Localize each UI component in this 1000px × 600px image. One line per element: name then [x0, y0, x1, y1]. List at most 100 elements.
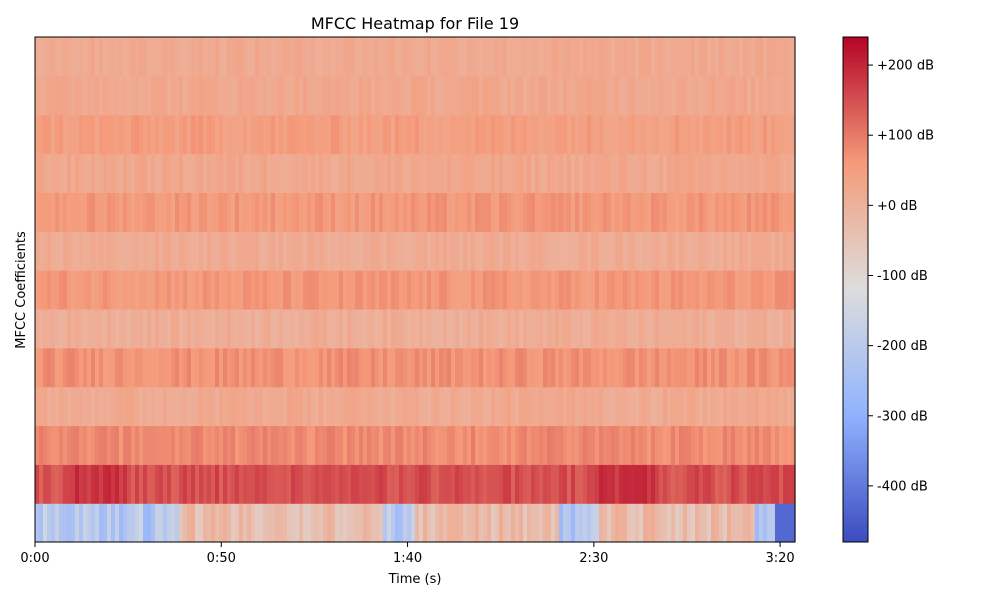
heatmap-cell: [783, 503, 788, 543]
heatmap-cell: [487, 347, 492, 388]
heatmap-cell: [551, 308, 556, 349]
heatmap-cell: [763, 270, 768, 310]
heatmap-cell: [579, 192, 584, 232]
heatmap-cell: [475, 37, 480, 77]
heatmap-cell: [675, 464, 680, 504]
heatmap-cell: [87, 75, 92, 116]
heatmap-cell: [531, 503, 536, 543]
heatmap-cell: [507, 153, 512, 193]
heatmap-cell: [255, 464, 260, 504]
heatmap-cell: [379, 37, 384, 77]
heatmap-cell: [483, 308, 488, 349]
heatmap-cell: [739, 153, 744, 193]
heatmap-cell: [87, 464, 92, 504]
heatmap-cell: [487, 75, 492, 116]
heatmap-cell: [527, 192, 532, 232]
heatmap-cell: [675, 386, 680, 427]
heatmap-cell: [315, 114, 320, 155]
heatmap-cell: [479, 503, 484, 543]
heatmap-cell: [155, 75, 160, 116]
heatmap-cell: [211, 308, 216, 349]
heatmap-cell: [759, 347, 764, 388]
heatmap-cell: [451, 386, 456, 427]
heatmap-cell: [375, 425, 380, 465]
heatmap-cell: [675, 153, 680, 193]
heatmap-cell: [359, 425, 364, 465]
heatmap-cell: [467, 153, 472, 193]
heatmap-cell: [311, 37, 316, 77]
heatmap-cell: [539, 231, 544, 271]
heatmap-cell: [771, 347, 776, 388]
heatmap-cell: [699, 503, 704, 543]
heatmap-cell: [787, 308, 792, 349]
heatmap-cell: [455, 270, 460, 310]
heatmap-cell: [547, 231, 552, 271]
heatmap-cell: [751, 347, 756, 388]
heatmap-cell: [567, 464, 572, 504]
heatmap-cell: [167, 308, 172, 349]
heatmap-cell: [699, 114, 704, 155]
heatmap-cell: [647, 153, 652, 193]
heatmap-cell: [103, 386, 108, 427]
heatmap-cell: [635, 114, 640, 155]
heatmap-cell: [35, 231, 40, 271]
heatmap-cell: [75, 75, 80, 116]
heatmap-cell: [691, 270, 696, 310]
heatmap-cell: [247, 192, 252, 232]
heatmap-cell: [587, 270, 592, 310]
heatmap-cell: [351, 37, 356, 77]
heatmap-cell: [635, 464, 640, 504]
heatmap-cell: [539, 464, 544, 504]
heatmap-cell: [47, 153, 52, 193]
heatmap-cell: [315, 192, 320, 232]
heatmap-cell: [615, 347, 620, 388]
heatmap-cell: [399, 386, 404, 427]
heatmap-cell: [459, 347, 464, 388]
heatmap-cell: [503, 386, 508, 427]
heatmap-cell: [511, 114, 516, 155]
heatmap-cell: [771, 386, 776, 427]
heatmap-cell: [663, 231, 668, 271]
heatmap-cell: [615, 425, 620, 465]
heatmap-cell: [487, 192, 492, 232]
heatmap-cell: [35, 270, 40, 310]
heatmap-cell: [659, 347, 664, 388]
heatmap-cell: [787, 464, 792, 504]
heatmap-cell: [347, 231, 352, 271]
heatmap-cell: [271, 425, 276, 465]
heatmap-cell: [663, 37, 668, 77]
heatmap-cell: [239, 192, 244, 232]
heatmap-cell: [451, 308, 456, 349]
heatmap-cell: [63, 37, 68, 77]
heatmap-cell: [611, 347, 616, 388]
heatmap-cell: [351, 75, 356, 116]
heatmap-cell: [423, 37, 428, 77]
heatmap-cell: [471, 75, 476, 116]
heatmap-cell: [551, 192, 556, 232]
heatmap-cell: [335, 464, 340, 504]
heatmap-cell: [323, 347, 328, 388]
heatmap-cell: [659, 192, 664, 232]
heatmap-cell: [91, 347, 96, 388]
heatmap-cell: [243, 192, 248, 232]
heatmap-cell: [487, 270, 492, 310]
heatmap-cell: [39, 231, 44, 271]
heatmap-cell: [187, 386, 192, 427]
heatmap-cell: [71, 75, 76, 116]
heatmap-cell: [303, 192, 308, 232]
heatmap-cell: [651, 37, 656, 77]
heatmap-cell: [215, 75, 220, 116]
heatmap-cell: [571, 231, 576, 271]
heatmap-cell: [627, 192, 632, 232]
heatmap-cell: [579, 425, 584, 465]
heatmap-cell: [215, 464, 220, 504]
heatmap-cell: [303, 308, 308, 349]
heatmap-cell: [727, 464, 732, 504]
heatmap-cell: [247, 425, 252, 465]
heatmap-cell: [303, 464, 308, 504]
heatmap-cell: [591, 347, 596, 388]
heatmap-cell: [111, 464, 116, 504]
heatmap-cell: [535, 308, 540, 349]
heatmap-cell: [347, 75, 352, 116]
heatmap-cell: [339, 503, 344, 543]
